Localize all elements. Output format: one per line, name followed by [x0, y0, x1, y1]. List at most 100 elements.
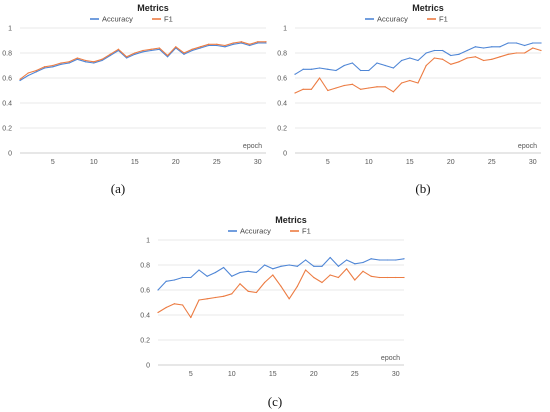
- data-point: [44, 67, 46, 69]
- data-point: [68, 62, 70, 64]
- data-point: [387, 276, 389, 279]
- data-point: [403, 258, 405, 260]
- data-point: [257, 42, 259, 44]
- x-axis-label: epoch: [243, 143, 262, 150]
- data-point: [224, 44, 226, 47]
- data-point: [223, 295, 225, 297]
- y-tick-label: 0: [146, 363, 150, 370]
- data-point: [265, 42, 267, 44]
- data-point: [255, 271, 257, 274]
- x-tick-label: 30: [254, 159, 262, 166]
- caption-a: (a): [110, 181, 126, 196]
- data-point: [450, 54, 452, 57]
- data-point: [351, 62, 353, 64]
- data-point: [214, 271, 216, 274]
- data-point: [264, 264, 266, 266]
- x-tick-label: 25: [488, 159, 496, 166]
- data-point: [223, 266, 225, 269]
- data-point: [346, 259, 348, 261]
- x-tick-label: 20: [447, 159, 455, 166]
- data-point: [305, 269, 307, 271]
- data-point: [346, 268, 348, 270]
- y-tick-label: 0.8: [2, 51, 12, 58]
- data-point: [182, 276, 184, 279]
- data-point: [52, 66, 54, 68]
- caption-b: (b): [415, 181, 431, 196]
- y-tick-label: 0.2: [2, 126, 12, 133]
- data-point: [343, 64, 345, 67]
- data-point: [409, 57, 411, 59]
- data-point: [321, 265, 323, 267]
- data-point: [27, 72, 29, 74]
- data-point: [167, 54, 169, 57]
- y-tick-label: 0.8: [140, 263, 150, 270]
- data-point: [354, 263, 356, 265]
- data-point: [368, 69, 370, 72]
- data-point: [337, 265, 339, 267]
- data-point: [296, 285, 298, 287]
- x-tick-label: 25: [213, 159, 221, 166]
- data-point: [191, 49, 193, 52]
- data-point: [85, 59, 87, 62]
- data-point: [165, 306, 167, 309]
- data-point: [417, 82, 419, 84]
- data-point: [257, 41, 259, 43]
- data-point: [458, 53, 460, 55]
- data-point: [474, 46, 476, 48]
- legend-label-0: Accuracy: [377, 15, 408, 24]
- y-tick-label: 0: [283, 151, 287, 158]
- data-point: [85, 61, 87, 63]
- data-point: [165, 280, 167, 282]
- data-point: [370, 275, 372, 277]
- data-point: [368, 87, 370, 89]
- data-point: [101, 59, 103, 62]
- data-point: [395, 276, 397, 279]
- x-tick-label: 10: [228, 371, 236, 378]
- data-point: [216, 44, 218, 47]
- data-point: [19, 78, 21, 80]
- data-point: [175, 46, 177, 48]
- data-point: [354, 279, 356, 281]
- data-point: [335, 69, 337, 72]
- y-tick-label: 0.6: [2, 76, 12, 83]
- data-point: [491, 58, 493, 60]
- x-tick-label: 30: [392, 371, 400, 378]
- data-point: [417, 59, 419, 62]
- legend-label-1: F1: [164, 15, 173, 24]
- x-tick-label: 20: [172, 159, 180, 166]
- data-point: [190, 276, 192, 279]
- data-point: [239, 271, 241, 274]
- data-point: [305, 259, 307, 261]
- data-point: [206, 275, 208, 277]
- data-point: [52, 64, 54, 67]
- data-point: [337, 276, 339, 279]
- y-tick-label: 0: [8, 151, 12, 158]
- data-point: [60, 63, 62, 65]
- data-point: [395, 259, 397, 261]
- data-point: [524, 44, 526, 47]
- data-point: [199, 46, 201, 48]
- data-point: [157, 289, 159, 291]
- data-point: [532, 42, 534, 44]
- data-point: [401, 59, 403, 62]
- data-point: [329, 274, 331, 276]
- y-tick-label: 0.4: [2, 101, 12, 108]
- chart-c: 00.20.40.60.815 10 15 20 25 30epochMetricsAcc…: [140, 215, 405, 378]
- data-point: [206, 298, 208, 300]
- data-point: [327, 68, 329, 70]
- data-point: [272, 268, 274, 270]
- data-point: [384, 64, 386, 67]
- data-point: [360, 88, 362, 90]
- data-point: [216, 43, 218, 45]
- data-point: [409, 79, 411, 82]
- data-point: [378, 276, 380, 279]
- data-point: [296, 265, 298, 267]
- data-point: [540, 42, 542, 44]
- series-line-1: [19, 41, 266, 80]
- data-point: [466, 49, 468, 52]
- data-point: [499, 46, 501, 48]
- data-point: [425, 64, 427, 67]
- data-point: [232, 43, 234, 45]
- data-point: [60, 62, 62, 64]
- data-point: [231, 293, 233, 295]
